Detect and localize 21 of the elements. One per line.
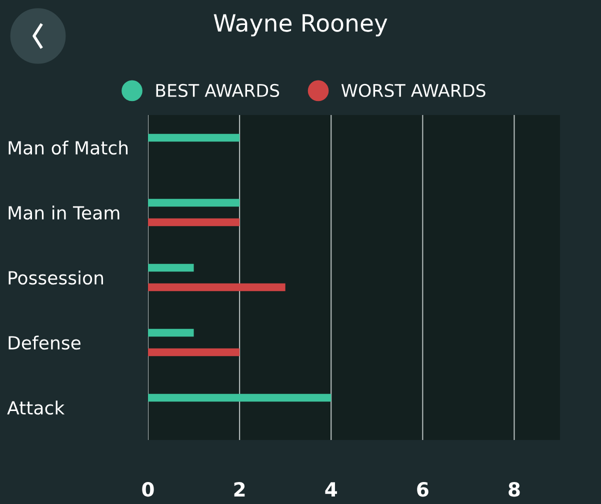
legend-label: WORST AWARDS bbox=[341, 84, 486, 98]
x-tick-label: 0 bbox=[142, 482, 154, 497]
y-tick-label: Man of Match bbox=[8, 140, 128, 155]
x-tick-label: 2 bbox=[234, 482, 245, 496]
y-tick-label: Man in Team bbox=[8, 206, 120, 220]
x-tick-label: 8 bbox=[508, 482, 520, 497]
x-tick-label: 6 bbox=[417, 482, 428, 497]
bar bbox=[148, 134, 240, 142]
bar bbox=[148, 218, 240, 226]
bar bbox=[148, 328, 194, 337]
bar bbox=[148, 264, 194, 272]
bar bbox=[148, 198, 240, 207]
legend-label: BEST AWARDS bbox=[156, 84, 280, 98]
chart-title: Wayne Rooney bbox=[214, 14, 388, 36]
bar bbox=[148, 394, 332, 402]
bar bbox=[148, 283, 286, 292]
x-tick-label: 4 bbox=[325, 482, 337, 496]
y-tick-label: Attack bbox=[7, 400, 65, 415]
y-tick-label: Defense bbox=[8, 336, 80, 350]
y-tick-label: Possession bbox=[8, 270, 103, 285]
bar bbox=[148, 348, 240, 356]
